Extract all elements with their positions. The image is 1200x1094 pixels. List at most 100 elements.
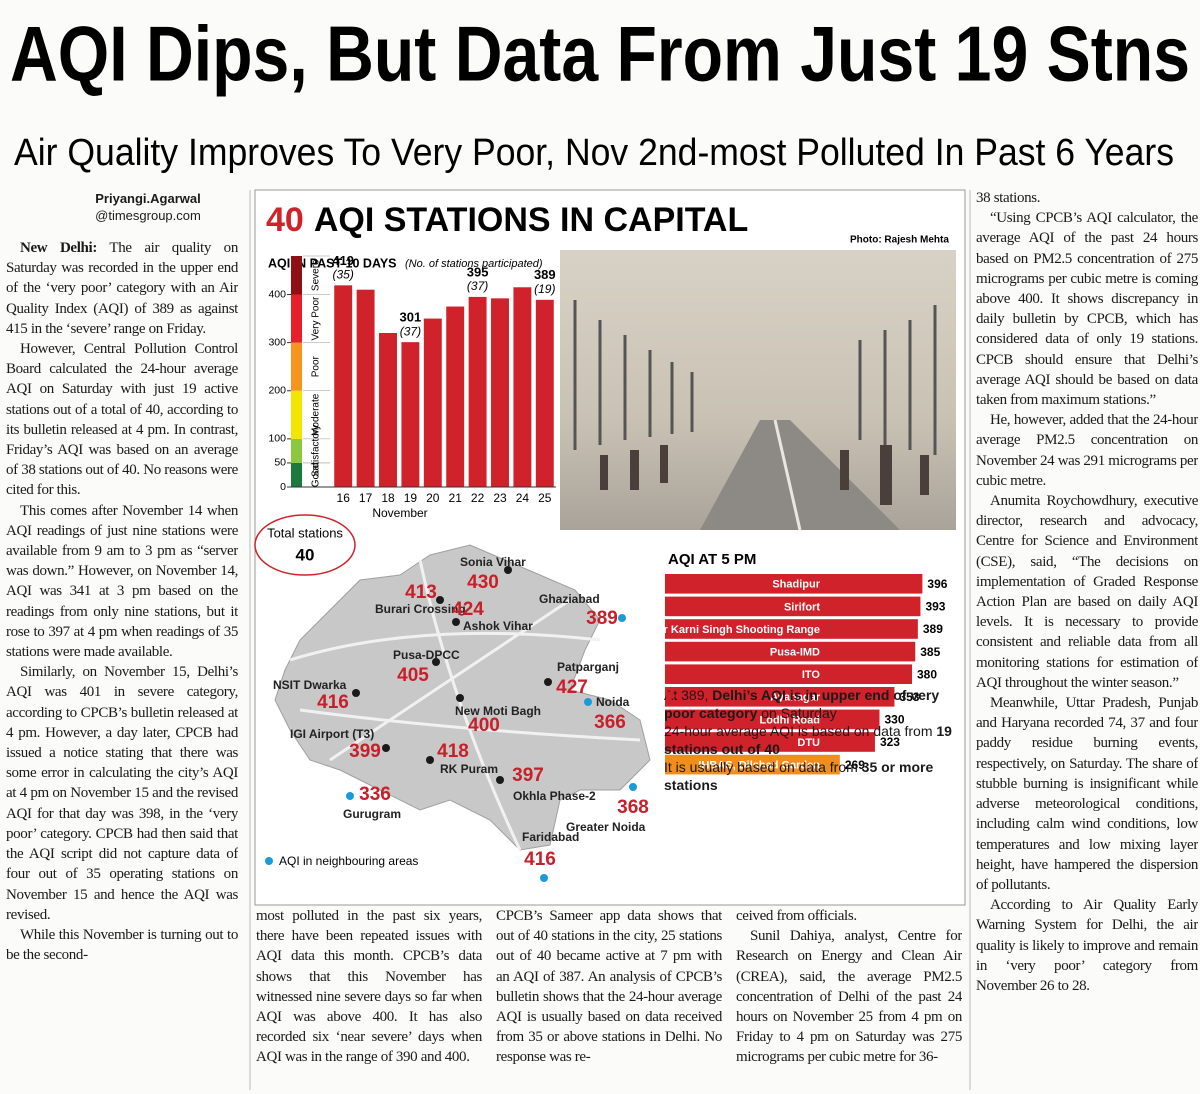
band-label: Poor — [311, 355, 322, 377]
paragraph-text: However, Central Pollution Control Board… — [6, 341, 238, 499]
bar — [491, 298, 509, 487]
station-dot — [436, 596, 444, 604]
x-tick-label: 25 — [538, 491, 552, 505]
byline-name: Priyangi.Agarwal — [95, 191, 201, 206]
article-column: most polluted in the past six years, the… — [256, 906, 482, 1090]
paragraph: New Delhi: The air quality on Saturday w… — [6, 238, 238, 339]
station-name: Burari Crossing — [375, 602, 466, 616]
bar — [665, 619, 918, 639]
paragraph-lead: New Delhi: — [20, 240, 98, 256]
title-number: 40 — [266, 201, 304, 239]
chart-title: AQI AT 5 PM — [668, 551, 756, 568]
station-name: Greater Noida — [566, 820, 646, 834]
paragraph: Anumita Roychowdhury, executive director… — [976, 491, 1198, 693]
paragraph-text: Sunil Dahiya, analyst, Centre for Resear… — [736, 928, 962, 1066]
value-label: 301 — [400, 310, 422, 325]
photo-credit: Photo: Rajesh Mehta — [850, 235, 949, 246]
station-name: IGI Airport (T3) — [290, 727, 374, 741]
bar-label: Dr Karni Singh Shooting Range — [656, 624, 820, 636]
x-axis-label: November — [372, 506, 427, 520]
bar-label: Ayanagar — [770, 692, 820, 704]
bar — [665, 574, 923, 594]
bar — [665, 709, 880, 730]
paragraph-text: According to Air Quality Early Warning S… — [976, 897, 1198, 994]
category-band — [291, 390, 302, 439]
bar — [665, 754, 840, 775]
station-dot — [618, 614, 626, 622]
station-name: Faridabad — [522, 830, 579, 844]
category-band — [291, 438, 302, 463]
x-tick-label: 24 — [516, 491, 530, 505]
station-aqi: 413 — [405, 582, 437, 603]
paragraph: CPCB’s Sameer app data shows that out of… — [496, 906, 722, 1068]
note: It is usually based on data from 35 or m… — [664, 690, 960, 794]
bar — [379, 333, 397, 487]
paragraph: ceived from officials. — [736, 906, 962, 926]
station-aqi: 424 — [452, 599, 484, 620]
bar — [423, 318, 442, 487]
value-label: 389 — [534, 267, 556, 282]
station-count-label: (37) — [467, 279, 488, 293]
band-label: Severe — [311, 259, 322, 291]
station-name: Okhla Phase-2 — [513, 789, 596, 803]
station-name: Gurugram — [343, 807, 401, 821]
station-name: RK Puram — [440, 762, 498, 776]
article-column: ceived from officials. Sunil Dahiya, anal… — [736, 906, 962, 1090]
bar-label: Shadipur — [772, 579, 820, 591]
note-text: 24-hour average AQI is based on data fro… — [664, 723, 933, 739]
station-name: Sonia Vihar — [460, 555, 526, 569]
infographic-title: 40 AQI STATIONS IN CAPITAL — [266, 201, 748, 239]
paragraph: most polluted in the past six years, the… — [256, 906, 482, 1068]
station-dot — [352, 689, 360, 697]
paragraph: He, however, added that the 24-hour aver… — [976, 410, 1198, 491]
station-dot — [432, 658, 440, 666]
bar — [665, 664, 912, 684]
station-aqi: 418 — [437, 741, 469, 762]
note-arrow — [666, 690, 676, 702]
station-name: Patparganj — [557, 660, 619, 674]
bar — [513, 287, 532, 487]
value-label: 396 — [927, 577, 947, 591]
band-label: Very Poor — [311, 296, 322, 341]
total-stations-value: 40 — [296, 545, 315, 564]
y-tick-label: 300 — [268, 336, 286, 348]
category-band — [291, 342, 302, 391]
value-label: 269 — [845, 758, 865, 772]
station-dot — [382, 744, 390, 752]
bar — [446, 306, 465, 487]
station-dot — [452, 618, 460, 626]
article-column: 38 stations. “Using CPCB’s AQI calculator… — [976, 188, 1198, 1090]
bar — [665, 687, 895, 707]
station-dot — [346, 792, 354, 800]
bar — [334, 285, 353, 487]
y-tick-label: 100 — [268, 433, 286, 445]
notes: At 389, Delhi’s AQI is in upper end of v… — [664, 686, 960, 794]
category-band — [291, 256, 302, 295]
paragraph: “Using CPCB’s AQI calculator, the averag… — [976, 208, 1198, 410]
x-tick-label: 20 — [426, 491, 440, 505]
note-text: 19 stations out of 40 — [664, 723, 952, 757]
station-aqi: 416 — [317, 692, 349, 713]
bar — [356, 289, 375, 487]
bar-label: Lodhi Road — [760, 714, 821, 726]
bar — [468, 296, 487, 487]
x-tick-label: 18 — [381, 491, 395, 505]
band-label: Moderate — [311, 393, 322, 436]
station-aqi: 416 — [524, 849, 556, 870]
bar-label: IHBAS, Dilshad Garden — [698, 760, 820, 772]
byline: Priyangi.Agarwal @timesgroup.com — [58, 190, 238, 224]
chart-subtitle: (No. of stations participated) — [405, 258, 543, 270]
note-text: It is usually based on data from — [664, 759, 858, 775]
station-name: Noida — [596, 695, 630, 709]
station-count-label: (37) — [400, 324, 421, 338]
station-aqi: 399 — [349, 741, 381, 762]
station-dot — [544, 678, 552, 686]
bar-label: ITO — [802, 669, 821, 681]
paragraph-text: While this November is turning out to be… — [6, 926, 238, 964]
bar-label: Sirifort — [784, 601, 820, 613]
station-dot — [504, 566, 512, 574]
x-tick-label: 17 — [359, 491, 373, 505]
station-name: Ashok Vihar — [463, 619, 533, 633]
bar-label: DTU — [797, 737, 820, 749]
